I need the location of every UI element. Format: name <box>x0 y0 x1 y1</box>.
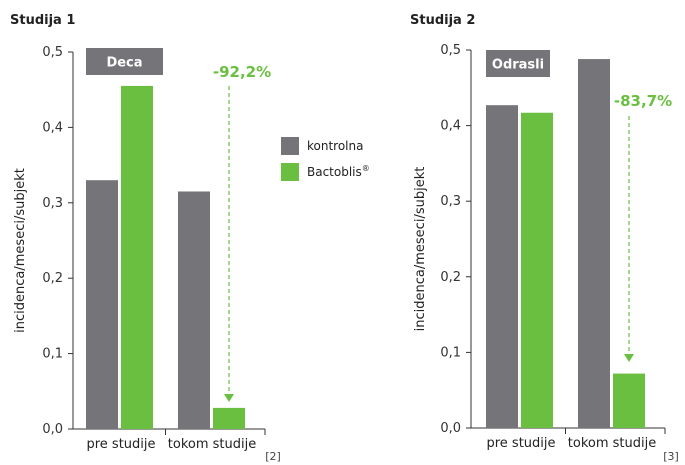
reduction-annotation: -83,7% <box>614 92 672 110</box>
bar-bactoblis-2 <box>613 373 645 428</box>
y-axis-label: incidenca/meseci/subjekt <box>13 168 28 333</box>
reduction-annotation: -92,2% <box>213 63 271 81</box>
group-badge <box>486 50 550 77</box>
x-tick-label: tokom studije <box>568 436 656 451</box>
group-badge-label: Odrasli <box>492 58 544 73</box>
chart-title: Studija 2 <box>410 13 475 28</box>
bar-kontrolna-1 <box>86 180 118 429</box>
x-tick-label: pre studije <box>486 436 555 451</box>
legend-label-kontrolna: kontrolna <box>307 139 363 153</box>
x-tick-label: tokom studije <box>168 437 256 452</box>
y-tick-label: 0,5 <box>440 43 461 58</box>
y-tick-label: 0,0 <box>42 422 63 437</box>
y-tick-label: 0,4 <box>42 120 63 135</box>
x-tick-label: pre studije <box>86 437 155 452</box>
y-tick-label: 0,3 <box>440 194 461 209</box>
legend-label-text: Bactoblis <box>307 165 362 179</box>
chart-title: Studija 1 <box>10 13 75 28</box>
reference-label: [2] <box>265 450 281 463</box>
y-tick-label: 0,0 <box>440 421 461 436</box>
group-badge-label: Deca <box>106 56 142 71</box>
y-tick-label: 0,3 <box>42 196 63 211</box>
legend-label-bactoblis: Bactoblis® <box>307 164 370 179</box>
y-tick-label: 0,1 <box>42 347 63 362</box>
y-tick-label: 0,5 <box>42 45 63 60</box>
bar-kontrolna-1 <box>486 105 518 429</box>
bar-kontrolna-2 <box>578 59 610 429</box>
legend-label-superscript: ® <box>362 164 370 173</box>
bar-bactoblis-1 <box>521 112 553 429</box>
legend-swatch-bactoblis <box>281 163 299 181</box>
reduction-arrow-head <box>624 354 634 362</box>
y-tick-label: 0,4 <box>440 119 461 134</box>
y-tick-label: 0,2 <box>440 270 461 285</box>
bar-kontrolna-2 <box>178 191 210 429</box>
legend-swatch-kontrolna <box>281 137 299 155</box>
bar-bactoblis-2 <box>213 407 245 429</box>
y-axis-label: incidenca/meseci/subjekt <box>413 167 428 332</box>
reference-label: [3] <box>663 450 679 463</box>
y-tick-label: 0,1 <box>440 345 461 360</box>
y-tick-label: 0,2 <box>42 271 63 286</box>
group-badge <box>86 48 163 75</box>
reduction-arrow-head <box>224 394 234 402</box>
legend-label-text: kontrolna <box>307 139 363 153</box>
bar-bactoblis-1 <box>121 85 153 430</box>
